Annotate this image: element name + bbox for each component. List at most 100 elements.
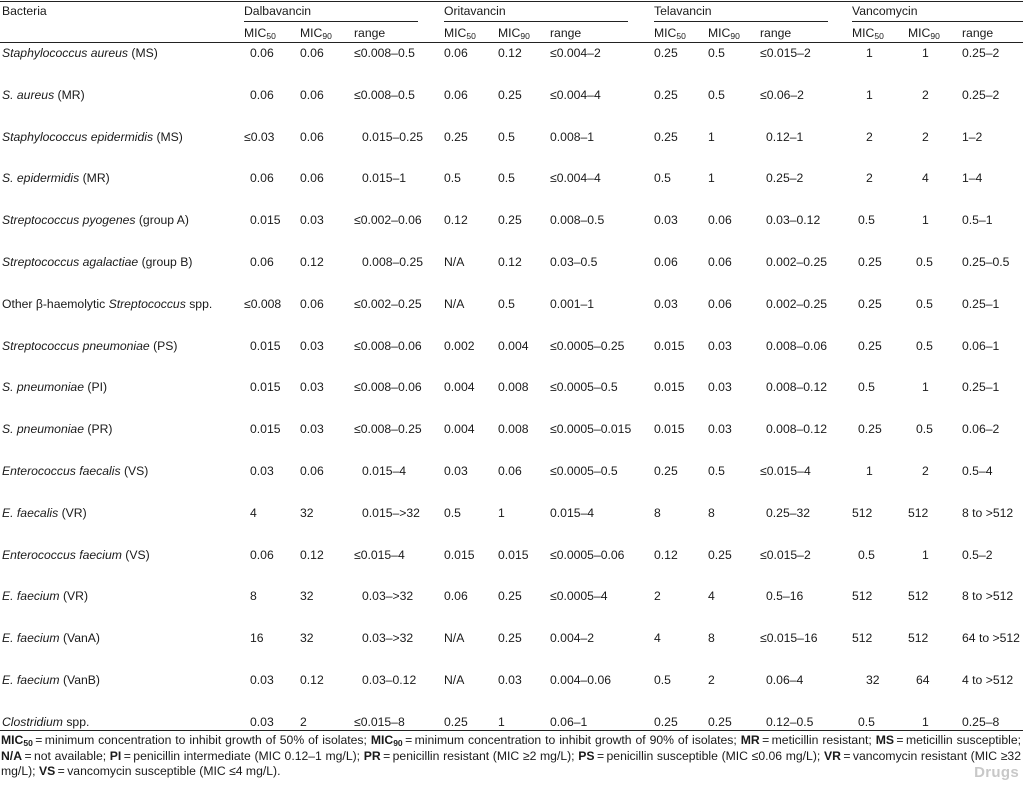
table-cell: ≤0.06–2 (760, 88, 804, 102)
subheader-mic50: MIC50 (852, 26, 884, 41)
table-cell: 0.5 (858, 380, 875, 394)
table-cell: 0.03–>32 (362, 631, 414, 645)
table-cell: ≤0.015–2 (760, 548, 811, 562)
table-cell: 0.06 (300, 171, 324, 185)
bacteria-name: S. aureus (MR) (2, 88, 85, 102)
table-cell: 32 (300, 589, 314, 603)
table-cell: 0.03–>32 (362, 589, 414, 603)
table-cell: 0.5 (916, 422, 933, 436)
table-cell: 0.06 (444, 46, 468, 60)
table-cell: 0.12–0.5 (766, 715, 814, 729)
table-cell: 0.5 (444, 171, 461, 185)
table-cell: 64 (916, 673, 930, 687)
table-cell: 0.25 (444, 715, 468, 729)
table-cell: 0.5–1 (962, 213, 993, 227)
table-cell: 8 (708, 506, 715, 520)
subheader-mic50: MIC50 (654, 26, 686, 41)
table-cell: 1 (708, 171, 715, 185)
table-cell: ≤0.008–0.06 (354, 380, 422, 394)
table-cell: 0.03 (654, 213, 678, 227)
table-cell: 0.03–0.5 (550, 255, 598, 269)
table-cell: 0.06 (250, 255, 274, 269)
table-cell: 0.5 (654, 673, 671, 687)
subheader-range: range (962, 26, 994, 40)
subheader-range: range (760, 26, 792, 40)
table-cell: 0.25 (654, 88, 678, 102)
table-cell: 0.06 (300, 464, 324, 478)
table-cell: 0.008–0.25 (362, 255, 423, 269)
table-cell: 64 to >512 (962, 631, 1020, 645)
table-cell: 0.008 (498, 380, 529, 394)
table-cell: 4 (250, 506, 257, 520)
table-cell: 0.25 (858, 255, 882, 269)
table-cell: 1 (498, 715, 505, 729)
table-cell: 0.06–1 (962, 339, 1000, 353)
table-cell: 0.12 (444, 213, 468, 227)
table-cell: ≤0.03 (244, 130, 275, 144)
table-cell: 0.25 (708, 548, 732, 562)
table-cell: 0.004 (444, 422, 475, 436)
abbreviation: PR (363, 748, 381, 763)
table-cell: 1 (922, 46, 929, 60)
table-cell: 0.5 (498, 297, 515, 311)
table-cell: N/A (444, 631, 465, 645)
table-cell: 0.03 (300, 339, 324, 353)
table-cell: 0.12–1 (766, 130, 804, 144)
table-cell: 0.004 (444, 380, 475, 394)
bacteria-name: Streptococcus pyogenes (group A) (2, 213, 189, 227)
bacteria-name: Streptococcus agalactiae (group B) (2, 255, 193, 269)
table-cell: 0.5–16 (766, 589, 804, 603)
table-cell: 0.015 (654, 380, 685, 394)
table-cell: 1 (866, 464, 873, 478)
table-cell: 1 (922, 715, 929, 729)
table-cell: 2 (866, 171, 873, 185)
table-cell: 4 (708, 589, 715, 603)
table-cell: 0.5 (858, 213, 875, 227)
table-cell: 0.015 (250, 380, 281, 394)
table-cell: 512 (852, 589, 873, 603)
subheader-range: range (550, 26, 582, 40)
table-cell: 0.25 (654, 715, 678, 729)
table-cell: 1 (922, 213, 929, 227)
table-cell: 0.06 (300, 297, 324, 311)
table-cell: 0.03 (300, 422, 324, 436)
table-cell: 512 (908, 506, 929, 520)
table-cell: 2 (708, 673, 715, 687)
table-cell: 0.015 (654, 339, 685, 353)
table-cell: 8 (654, 506, 661, 520)
table-cell: ≤0.008–0.5 (354, 88, 415, 102)
table-cell: 0.03 (250, 715, 274, 729)
subheader-mic90: MIC90 (708, 26, 740, 41)
table-cell: 0.03 (708, 422, 732, 436)
table-cell: 0.5 (858, 548, 875, 562)
table-cell: ≤0.015–2 (760, 46, 811, 60)
bacteria-name: Other β-haemolytic Streptococcus spp. (2, 297, 213, 311)
table-cell: 0.06 (498, 464, 522, 478)
table-cell: 1 (866, 88, 873, 102)
table-cell: 0.03 (250, 464, 274, 478)
table-cell: 32 (300, 506, 314, 520)
table-cell: 0.03 (300, 380, 324, 394)
table-cell: 2 (866, 130, 873, 144)
table-cell: 0.25 (654, 464, 678, 478)
table-cell: 0.008–0.12 (766, 380, 827, 394)
table-cell: 0.03 (250, 673, 274, 687)
table-cell: 0.004 (498, 339, 529, 353)
table-cell: ≤0.015–8 (354, 715, 405, 729)
table-cell: 0.03 (444, 464, 468, 478)
dalbavancin-underline (244, 21, 418, 22)
table-cell: 0.06 (708, 255, 732, 269)
table-cell: 0.25 (498, 589, 522, 603)
table-cell: 512 (908, 631, 929, 645)
table-cell: 0.25–2 (962, 46, 1000, 60)
table-cell: 2 (922, 130, 929, 144)
table-cell: 0.008–0.12 (766, 422, 827, 436)
table-cell: 0.12 (654, 548, 678, 562)
bacteria-name: Staphylococcus epidermidis (MS) (2, 130, 183, 144)
subheader-mic90: MIC90 (300, 26, 332, 41)
table-cell: 0.25 (498, 88, 522, 102)
table-cell: 0.06–1 (550, 715, 588, 729)
table-cell: 0.03 (654, 297, 678, 311)
bacteria-name: E. faecium (VanA) (2, 631, 100, 645)
table-cell: 0.25–2 (962, 88, 1000, 102)
